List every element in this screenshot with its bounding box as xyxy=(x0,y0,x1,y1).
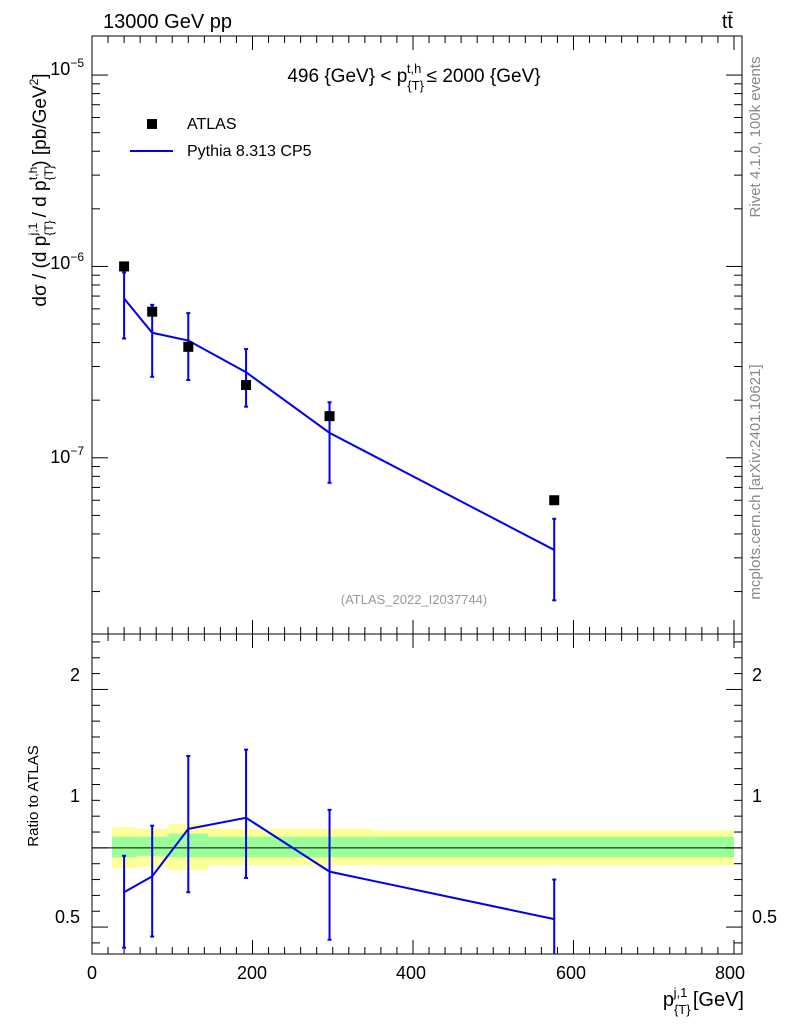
process-label: tt̄ xyxy=(722,11,734,33)
ratio-y-tick-label-2-right: 2 xyxy=(752,665,762,685)
ratio-y-tick-label-1: 1 xyxy=(70,786,80,806)
main-plot-title: 496 {GeV} < p{T}t,h ≤ 2000 {GeV} xyxy=(287,61,540,93)
pythia-line xyxy=(123,297,555,551)
ratio-y-tick-label-1-right: 1 xyxy=(752,786,762,806)
atlas-point-5 xyxy=(549,495,560,506)
x-tick-label-800: 800 xyxy=(715,963,745,983)
ratio-band-inner-bin-0 xyxy=(112,836,137,858)
x-tick-label-600: 600 xyxy=(556,963,586,983)
axis-ticks xyxy=(91,36,742,954)
legend-marker-atlas xyxy=(147,119,157,129)
atlas-point-2 xyxy=(183,341,194,352)
ratio-y-tick-label-2: 2 xyxy=(70,665,80,685)
analysis-label: (ATLAS_2022_I2037744) xyxy=(341,592,487,607)
x-tick-label-400: 400 xyxy=(396,963,426,983)
legend: ATLAS Pythia 8.313 CP5 xyxy=(130,116,312,160)
rivet-label: Rivet 4.1.0, 100k events xyxy=(747,57,764,218)
y-tick-label-1e-7: 10−7 xyxy=(50,444,84,467)
energy-label: 13000 GeV pp xyxy=(103,11,232,33)
ratio-plot-frame xyxy=(91,633,743,955)
x-tick-label-0: 0 xyxy=(87,963,97,983)
ratio-y-tick-label-0.5-right: 0.5 xyxy=(752,907,777,927)
ratio-y-axis-title: Ratio to ATLAS xyxy=(25,745,42,846)
y-tick-label-1e-5: 10−5 xyxy=(50,56,84,79)
main-series xyxy=(119,261,560,602)
ratio-band-inner-bin-4 xyxy=(372,836,734,858)
x-tick-label-200: 200 xyxy=(237,963,267,983)
ratio-y-tick-label-0.5: 0.5 xyxy=(55,907,80,927)
atlas-point-1 xyxy=(147,306,158,317)
legend-label-pythia: Pythia 8.313 CP5 xyxy=(187,143,312,160)
main-y-axis-title: dσ / (d p{T}j,1 / d p{T}t,h) [pb/GeV2] xyxy=(26,73,56,306)
legend-label-atlas: ATLAS xyxy=(187,116,237,133)
atlas-point-0 xyxy=(119,261,130,272)
ratio-series xyxy=(122,748,557,954)
ratio-line xyxy=(123,816,555,921)
x-axis-title: p{T}j,1 [GeV] xyxy=(663,985,744,1017)
source-label: mcplots.cern.ch [arXiv:2401.10621] xyxy=(747,364,764,599)
atlas-point-3 xyxy=(241,380,252,391)
y-tick-label-1e-6: 10−6 xyxy=(50,250,84,273)
ratio-bands xyxy=(112,824,734,871)
atlas-point-4 xyxy=(324,411,335,422)
